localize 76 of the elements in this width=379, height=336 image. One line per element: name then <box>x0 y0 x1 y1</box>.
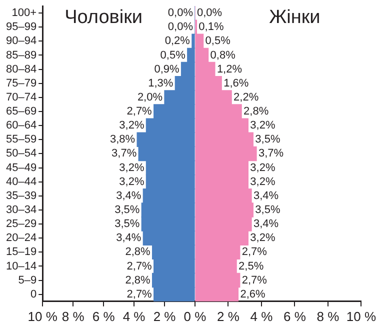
y-tick-label: 50–54 <box>6 148 37 160</box>
x-tick-label: 0 % <box>184 308 207 324</box>
y-tick-label: 20–24 <box>6 232 37 244</box>
y-tick-label: 35–39 <box>6 190 37 202</box>
data-label: 3,4% <box>254 190 279 202</box>
data-label: 3,2% <box>250 162 276 174</box>
data-label: 0,0% <box>168 21 194 34</box>
data-label: 3,2% <box>250 120 276 132</box>
data-label: 2,6% <box>240 288 266 300</box>
data-label: 0,2% <box>164 35 190 48</box>
data-label: 3,4% <box>116 232 142 244</box>
y-tick-label: 75–79 <box>6 77 37 90</box>
data-label: 1,2% <box>216 63 242 76</box>
data-label: 2,7% <box>242 246 268 258</box>
data-label: 3,7% <box>258 148 284 160</box>
data-label: 3,5% <box>255 204 280 216</box>
data-label: 3,2% <box>250 176 276 188</box>
y-tick-label: 25–29 <box>6 218 37 230</box>
y-tick-label: 15–19 <box>6 246 37 258</box>
y-tick-label: 80–84 <box>6 63 37 76</box>
y-tick-label: 90–94 <box>6 35 37 48</box>
x-tick-label: 2 % <box>153 308 176 324</box>
data-label: 2,5% <box>238 260 264 272</box>
x-tick-label: 10 % <box>28 308 58 324</box>
data-label: 3,2% <box>250 232 276 244</box>
x-tick-label: 8 % <box>62 308 85 324</box>
data-label: 2,7% <box>242 274 268 286</box>
x-tick-label: 6 % <box>92 308 116 324</box>
y-tick-label: 0 <box>30 288 37 300</box>
data-label: 0,8% <box>210 49 236 62</box>
data-label: 2,0% <box>137 91 163 104</box>
y-tick-label: 45–49 <box>6 162 37 174</box>
x-tick-label: 6 % <box>284 308 306 324</box>
y-tick-label: 65–69 <box>6 106 37 118</box>
data-label: 3,4% <box>116 190 142 202</box>
x-tick-label: 4 % <box>122 308 146 324</box>
data-label: 1,6% <box>224 77 249 90</box>
y-tick-label: 40–44 <box>6 176 37 188</box>
y-tick-label: 85–89 <box>6 49 37 62</box>
data-label: 2,8% <box>125 246 151 258</box>
data-label: 3,2% <box>119 120 144 132</box>
data-label: 3,8% <box>110 134 136 146</box>
data-label: 3,5% <box>114 204 140 216</box>
data-label: 2,7% <box>126 288 152 300</box>
data-label: 3,7% <box>112 148 137 160</box>
data-label: 2,7% <box>126 260 152 272</box>
y-tick-label: 10–14 <box>6 260 37 272</box>
x-tick-label: 4 % <box>250 308 274 324</box>
y-tick-label: 30–34 <box>6 204 37 216</box>
y-tick-label: 100+ <box>12 7 37 20</box>
data-label: 2,7% <box>126 106 152 118</box>
data-label: 0,1% <box>198 21 224 34</box>
y-tick-label: 95–99 <box>6 21 37 34</box>
data-label: 0,5% <box>160 49 186 62</box>
data-label: 3,4% <box>254 218 279 230</box>
y-tick-label: 60–64 <box>6 120 37 132</box>
data-label: 2,8% <box>244 106 269 118</box>
y-tick-label: 70–74 <box>6 91 37 104</box>
y-tick-label: 55–59 <box>6 134 37 146</box>
x-tick-label: 10 % <box>346 308 376 324</box>
data-label: 3,5% <box>114 218 140 230</box>
data-label: 2,2% <box>234 91 259 104</box>
x-tick-label: 2 % <box>217 308 240 324</box>
data-label: 0,5% <box>205 35 231 48</box>
data-label: 3,2% <box>119 176 144 188</box>
text: Чоловіки <box>64 7 143 28</box>
data-label: 2,8% <box>125 274 151 286</box>
y-tick-label: 5–9 <box>18 274 37 286</box>
data-label: 3,2% <box>119 162 144 174</box>
data-label: 0,9% <box>154 63 180 76</box>
data-label: 0,0% <box>168 7 194 20</box>
text: Жінки <box>269 7 320 28</box>
data-label: 1,3% <box>148 77 174 90</box>
data-label: 0,0% <box>197 7 222 20</box>
x-tick-label: 8 % <box>316 308 340 324</box>
data-label: 3,5% <box>255 134 280 146</box>
